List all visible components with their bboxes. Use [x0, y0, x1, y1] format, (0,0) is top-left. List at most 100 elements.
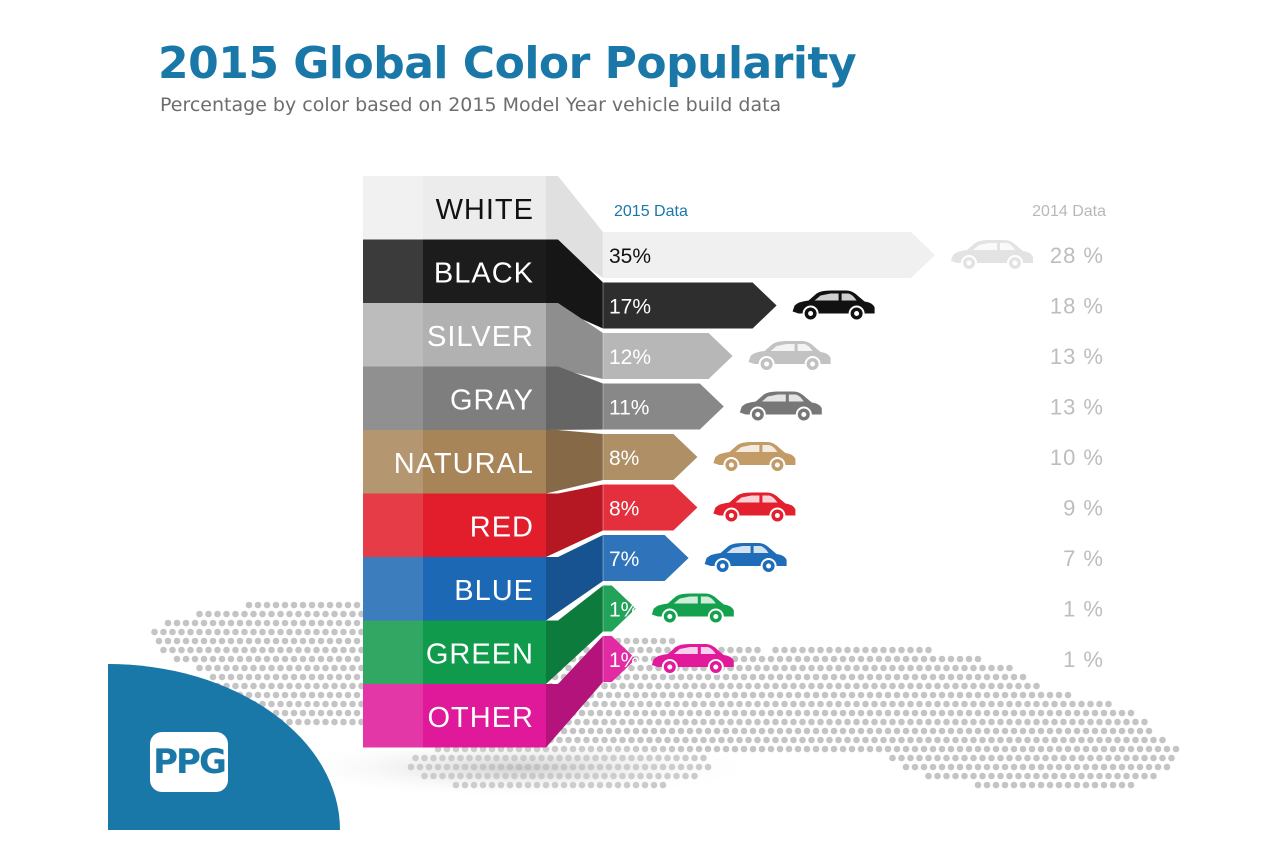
map-dot: [326, 619, 334, 627]
map-dot: [209, 673, 217, 681]
map-dot: [799, 682, 806, 690]
map-dot: [1019, 673, 1027, 681]
map-dot: [871, 664, 878, 672]
map-dot: [259, 646, 266, 654]
map-dot: [340, 628, 347, 636]
map-dot: [263, 637, 271, 645]
map-dot: [929, 727, 937, 735]
map-dot: [763, 664, 770, 672]
map-dot: [1001, 673, 1009, 681]
map-dot: [1006, 664, 1013, 672]
map-dot: [295, 610, 302, 618]
map-dot: [916, 718, 923, 726]
map-dot: [263, 601, 271, 609]
map-dot: [241, 682, 248, 690]
map-dot: [322, 664, 329, 672]
map-dot: [853, 700, 860, 708]
map-dot: [691, 736, 698, 744]
map-dot: [772, 718, 779, 726]
map-dot: [835, 682, 842, 690]
map-dot: [250, 682, 257, 690]
car-hub: [801, 412, 807, 417]
map-dot: [205, 610, 212, 618]
map-dot: [677, 727, 685, 735]
map-dot: [196, 664, 203, 672]
map-dot: [1078, 754, 1085, 762]
map-dot: [785, 745, 793, 753]
map-dot: [884, 655, 892, 663]
map-dot: [835, 718, 842, 726]
map-dot: [281, 691, 289, 699]
map-dot: [893, 673, 901, 681]
map-dot: [1046, 781, 1054, 789]
map-dot: [961, 736, 968, 744]
map-dot: [902, 691, 910, 699]
map-dot: [695, 727, 703, 735]
map-dot: [641, 691, 649, 699]
map-dot: [749, 673, 757, 681]
map-dot: [241, 646, 248, 654]
map-dot: [659, 673, 667, 681]
map-dot: [1015, 682, 1022, 690]
map-dot: [880, 700, 887, 708]
map-dot: [290, 709, 298, 717]
map-dot: [997, 664, 1004, 672]
map-dot: [209, 637, 217, 645]
map-dot: [313, 664, 320, 672]
car-hub: [728, 513, 734, 518]
car-window: [762, 445, 778, 452]
map-dot: [632, 691, 640, 699]
category-row: NATURAL: [363, 430, 546, 494]
map-dot: [844, 646, 851, 654]
value-2014-label: 9 %: [1063, 496, 1104, 521]
map-dot: [880, 646, 887, 654]
category-label: BLUE: [454, 575, 534, 607]
map-dot: [1028, 727, 1036, 735]
map-dot: [1033, 736, 1040, 744]
map-dot: [313, 700, 320, 708]
map-dot: [790, 664, 797, 672]
map-dot: [857, 655, 865, 663]
map-dot: [875, 691, 883, 699]
map-dot: [718, 682, 725, 690]
map-dot: [1145, 745, 1153, 753]
car-window: [761, 394, 786, 402]
map-dot: [1132, 736, 1139, 744]
map-dot: [749, 727, 757, 735]
map-dot: [880, 682, 887, 690]
map-dot: [250, 664, 257, 672]
map-dot: [1100, 727, 1108, 735]
map-dot: [1136, 745, 1144, 753]
map-dot: [1037, 781, 1045, 789]
map-dot: [650, 637, 658, 645]
map-dot: [821, 691, 829, 699]
map-dot: [1006, 754, 1013, 762]
map-dot: [1006, 772, 1013, 780]
bar-2015: [603, 484, 698, 531]
map-dot: [178, 628, 185, 636]
map-dot: [916, 664, 923, 672]
category-row: RED: [363, 493, 546, 557]
map-dot: [241, 610, 248, 618]
map-dot: [214, 646, 221, 654]
map-dot: [938, 691, 946, 699]
map-dot: [605, 709, 613, 717]
map-dot: [767, 655, 775, 663]
map-dot: [754, 646, 761, 654]
map-dot: [767, 745, 775, 753]
map-dot: [776, 691, 784, 699]
map-dot: [637, 700, 644, 708]
map-dot: [592, 700, 599, 708]
map-dot: [965, 673, 973, 681]
map-dot: [956, 655, 964, 663]
map-dot: [632, 637, 640, 645]
map-dot: [938, 655, 946, 663]
map-dot: [1100, 709, 1108, 717]
map-dot: [754, 700, 761, 708]
map-dot: [155, 637, 163, 645]
map-dot: [848, 673, 856, 681]
map-dot: [934, 736, 941, 744]
map-dot: [331, 646, 338, 654]
map-dot: [565, 664, 572, 672]
map-dot: [1060, 772, 1067, 780]
